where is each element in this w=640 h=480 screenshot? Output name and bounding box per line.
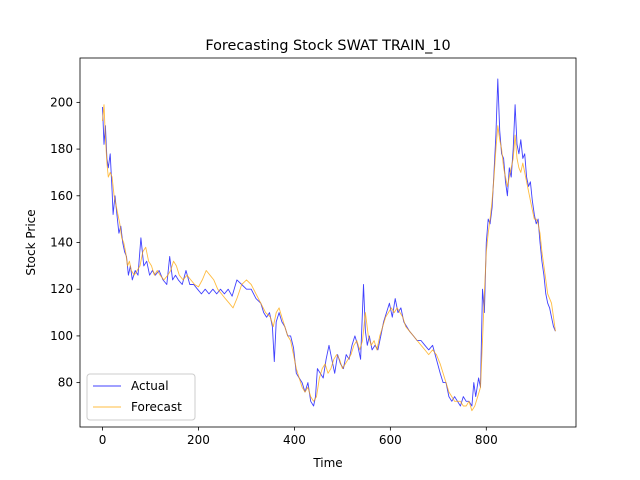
y-tick-label: 140 <box>50 236 73 250</box>
series-layer <box>102 78 556 412</box>
x-axis-title: Time <box>312 456 342 470</box>
legend-label-forecast: Forecast <box>131 400 182 414</box>
y-tick-label: 100 <box>50 329 73 343</box>
x-axis: 0 200 400 600 800 <box>99 427 498 447</box>
y-tick-label: 180 <box>50 142 73 156</box>
y-axis-title: Stock Price <box>24 209 38 275</box>
x-tick-label: 800 <box>475 433 498 447</box>
y-tick-label: 200 <box>50 95 73 109</box>
series-line-actual <box>102 78 556 407</box>
chart-title: Forecasting Stock SWAT TRAIN_10 <box>205 38 450 54</box>
x-tick-label: 600 <box>379 433 402 447</box>
legend-label-actual: Actual <box>131 379 169 393</box>
y-axis: 80 100 120 140 160 180 200 <box>50 95 80 390</box>
series-line-forecast <box>102 104 556 412</box>
x-tick-label: 400 <box>283 433 306 447</box>
x-tick-label: 0 <box>99 433 107 447</box>
x-tick-label: 200 <box>187 433 210 447</box>
y-tick-label: 120 <box>50 282 73 296</box>
y-tick-label: 160 <box>50 189 73 203</box>
y-tick-label: 80 <box>58 376 73 390</box>
legend: Actual Forecast <box>86 373 196 421</box>
